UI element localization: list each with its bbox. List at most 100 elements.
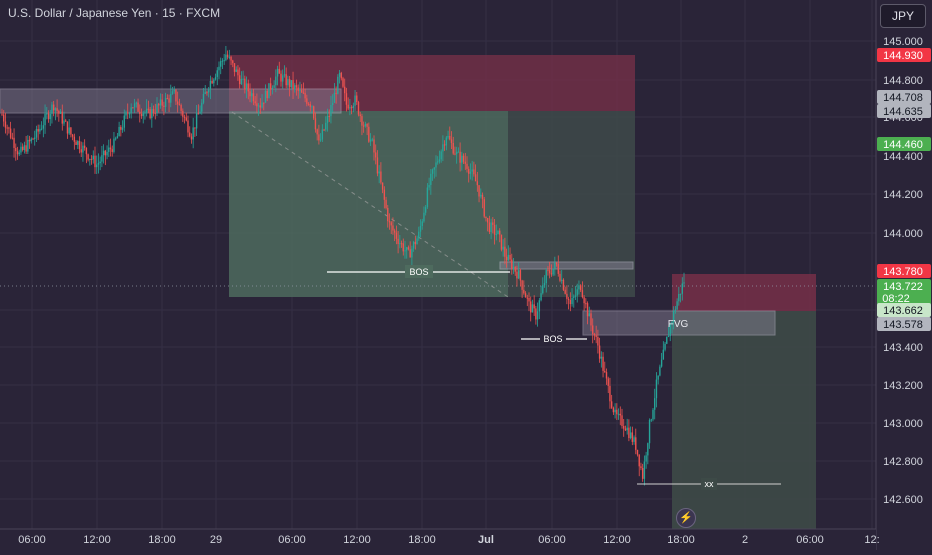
countdown-label: 08:22 (882, 293, 910, 305)
time-axis[interactable] (0, 529, 876, 550)
currency-button[interactable]: JPY (880, 4, 926, 28)
candle-body (447, 135, 449, 138)
price-tick-label: 144.000 (883, 228, 923, 240)
candle-body (421, 221, 423, 226)
candle-body (70, 127, 72, 135)
candle-body (92, 155, 94, 160)
candle-body (309, 104, 311, 107)
candle-body (321, 129, 324, 140)
candle-body (106, 151, 108, 156)
candle-body (306, 98, 308, 104)
candle-body (326, 115, 329, 123)
candle-body (409, 249, 411, 258)
candle-body (171, 91, 174, 94)
candle-body (178, 104, 181, 106)
candle-body (344, 86, 346, 94)
candle-body (213, 79, 215, 84)
candle-body (116, 136, 119, 139)
candle-body (502, 246, 504, 250)
candle-body (263, 102, 265, 104)
candle-body (56, 108, 58, 111)
candle-body (18, 152, 20, 155)
candle-body (500, 234, 503, 250)
symbol-title[interactable]: U.S. Dollar / Japanese Yen · 15 · FXCM (8, 6, 221, 20)
candle-body (452, 142, 454, 154)
candle-body (616, 409, 618, 415)
candle-body (257, 105, 260, 107)
candle-body (393, 230, 396, 233)
candle-body (555, 262, 558, 264)
candle-body (512, 266, 515, 270)
candle-body (486, 218, 489, 223)
candle-body (450, 139, 453, 143)
candle-body (30, 138, 32, 142)
candle-body (195, 113, 198, 129)
candle-body (154, 113, 156, 115)
candle-body (352, 105, 355, 108)
candle-body (37, 129, 39, 132)
candle-body (371, 139, 373, 141)
candle-body (492, 222, 494, 225)
candle-body (530, 301, 532, 313)
candle-body (28, 139, 31, 142)
candle-body (445, 137, 448, 146)
candles (1, 45, 685, 486)
candle-body (6, 127, 8, 129)
candle-body (197, 113, 200, 115)
price-label-value: 144.460 (883, 139, 923, 151)
candle-body (407, 247, 410, 250)
candle-body (435, 162, 437, 168)
candle-body (536, 311, 539, 320)
candle-body (183, 116, 186, 118)
time-tick-label: 12: (864, 534, 879, 546)
candle-body (185, 117, 187, 121)
candle-body (592, 325, 594, 334)
candle-body (666, 336, 668, 344)
candle-body (388, 221, 391, 223)
candle-body (1, 114, 3, 116)
candle-body (497, 230, 499, 235)
candle-body (331, 102, 334, 106)
candle-body (361, 116, 363, 126)
candle-body (44, 113, 46, 126)
price-label-badge (877, 303, 931, 317)
candle-body (607, 378, 609, 386)
price-tick-label: 143.000 (883, 418, 923, 430)
candle-body (46, 113, 48, 115)
candle-body (40, 128, 43, 130)
candle-body (189, 132, 191, 137)
fvg-label: FVG (668, 319, 689, 330)
time-tick-label: 12:00 (83, 534, 111, 546)
candle-body (400, 243, 403, 245)
candle-body (192, 127, 194, 140)
candle-body (342, 78, 344, 87)
candle-body (381, 182, 384, 190)
candle-body (473, 169, 475, 175)
candle-body (586, 303, 589, 317)
time-tick-label: 06:00 (18, 534, 46, 546)
candle-body (330, 105, 332, 117)
candle-body (338, 72, 341, 77)
candle-body (319, 139, 322, 141)
candle-body (576, 289, 578, 296)
candle-body (385, 199, 387, 208)
candle-body (609, 385, 611, 402)
lightning-icon[interactable]: ⚡ (676, 508, 696, 528)
candle-body (78, 141, 81, 150)
candle-body (21, 146, 24, 150)
candle-body (376, 157, 379, 174)
candle-body (581, 290, 584, 298)
candle-body (540, 293, 542, 301)
candle-body (411, 248, 413, 258)
candle-body (247, 83, 249, 92)
candle-body (547, 270, 549, 272)
price-label-badge (877, 104, 931, 118)
candle-body (87, 154, 89, 160)
candle-body (364, 123, 367, 127)
candle-body (359, 114, 361, 117)
candle-body (468, 168, 470, 174)
candle-body (63, 120, 65, 124)
candle-body (617, 413, 620, 415)
